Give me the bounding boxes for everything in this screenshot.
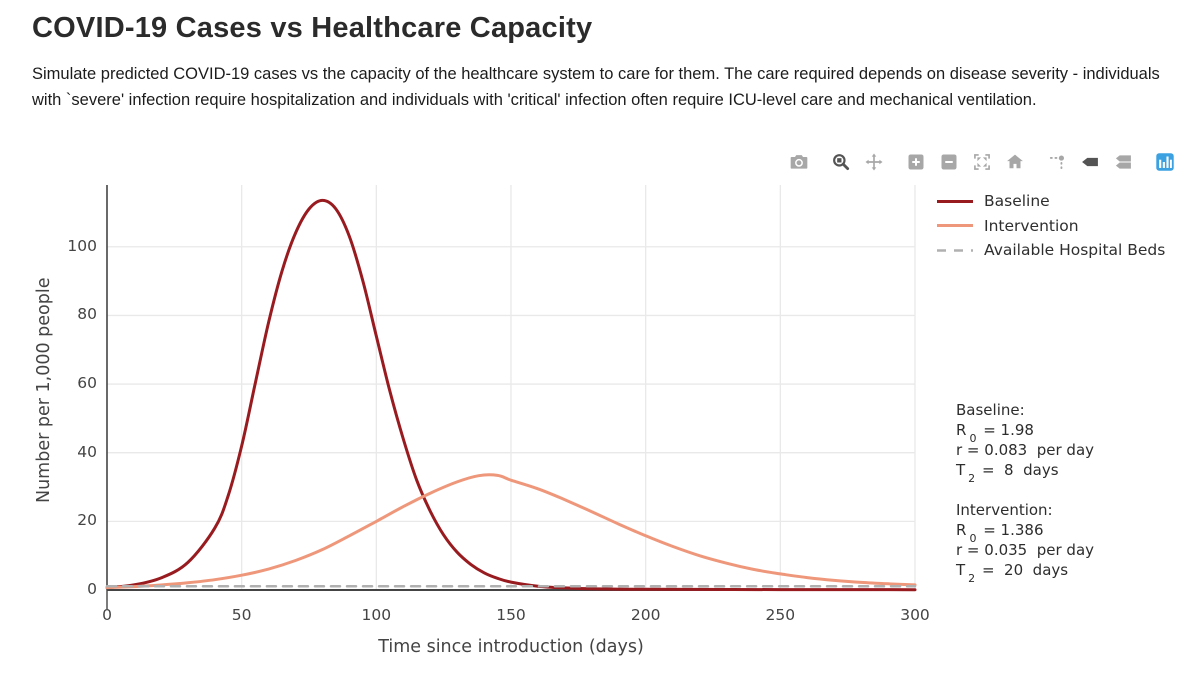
download-png-button[interactable] [788, 153, 810, 175]
legend-item-hospital-beds[interactable]: Available Hospital Beds [936, 238, 1165, 263]
toggle-spike-lines-button[interactable] [1046, 153, 1068, 175]
y-tick-label: 80 [77, 305, 97, 324]
hover-compare-icon [1113, 152, 1133, 177]
zoom-icon [831, 152, 851, 177]
plotly-logo-icon [1154, 151, 1176, 178]
x-tick-label: 100 [361, 606, 392, 624]
pan-button[interactable] [863, 153, 885, 175]
plotly-modebar [768, 151, 1176, 178]
zoom-out-icon [939, 152, 959, 177]
y-tick-label: 0 [87, 580, 97, 598]
modebar-group-zoomscale [894, 153, 1026, 175]
hover-closest-icon [1080, 152, 1100, 177]
x-tick-label: 300 [900, 606, 930, 624]
modebar-group-hover [1035, 153, 1134, 175]
zoom-in-icon [906, 152, 926, 177]
legend-item-intervention[interactable]: Intervention [936, 214, 1165, 239]
hospital-beds-dash-swatch [937, 249, 973, 252]
page-title: COVID-19 Cases vs Healthcare Capacity [32, 12, 593, 44]
y-tick-label: 100 [67, 236, 97, 255]
x-tick-label: 150 [496, 606, 526, 624]
page-description: Simulate predicted COVID-19 cases vs the… [32, 65, 1160, 109]
zoom-button[interactable] [830, 153, 852, 175]
legend-label: Baseline [984, 192, 1050, 211]
series-curve-intervention[interactable] [105, 473, 917, 590]
zoom-in-button[interactable] [905, 153, 927, 175]
autoscale-icon [972, 152, 992, 177]
baseline-r-line: r = 0.083 per day [956, 441, 1095, 459]
legend-label: Intervention [984, 216, 1079, 235]
x-axis-title: Time since introduction (days) [378, 637, 644, 657]
zoom-out-button[interactable] [938, 153, 960, 175]
legend: Baseline Intervention Available Hospital… [936, 189, 1165, 263]
plotly-logo-button[interactable] [1154, 151, 1176, 178]
baseline-line-swatch [937, 199, 973, 203]
y-tick-label: 20 [77, 511, 97, 530]
plot-drag-region[interactable] [107, 185, 915, 590]
reset-axes-button[interactable] [1004, 153, 1026, 175]
baseline-annotation-title: Baseline: [956, 401, 1025, 419]
intervention-r-line: r = 0.035 per day [956, 541, 1095, 559]
pan-icon [864, 152, 884, 177]
modebar-group-dragmode [819, 153, 885, 175]
x-tick-label: 200 [630, 606, 661, 624]
y-axis-title: Number per 1,000 people [34, 277, 54, 503]
intervention-annotation-title: Intervention: [956, 501, 1053, 519]
autoscale-button[interactable] [971, 153, 993, 175]
compare-on-hover-button[interactable] [1112, 153, 1134, 175]
legend-item-baseline[interactable]: Baseline [936, 189, 1165, 214]
x-tick-label: 250 [765, 606, 796, 624]
modebar-group-export [777, 153, 810, 175]
home-icon [1005, 152, 1025, 177]
show-closest-on-hover-button[interactable] [1079, 153, 1101, 175]
y-tick-label: 60 [77, 374, 97, 393]
spikelines-icon [1047, 152, 1067, 177]
y-tick-label: 40 [77, 442, 97, 461]
modebar-group-logo [1143, 151, 1176, 178]
camera-icon [789, 152, 809, 177]
legend-label: Available Hospital Beds [984, 241, 1166, 260]
x-tick-label: 50 [231, 606, 252, 624]
x-tick-label: 0 [102, 606, 112, 624]
intervention-line-swatch [937, 224, 973, 228]
